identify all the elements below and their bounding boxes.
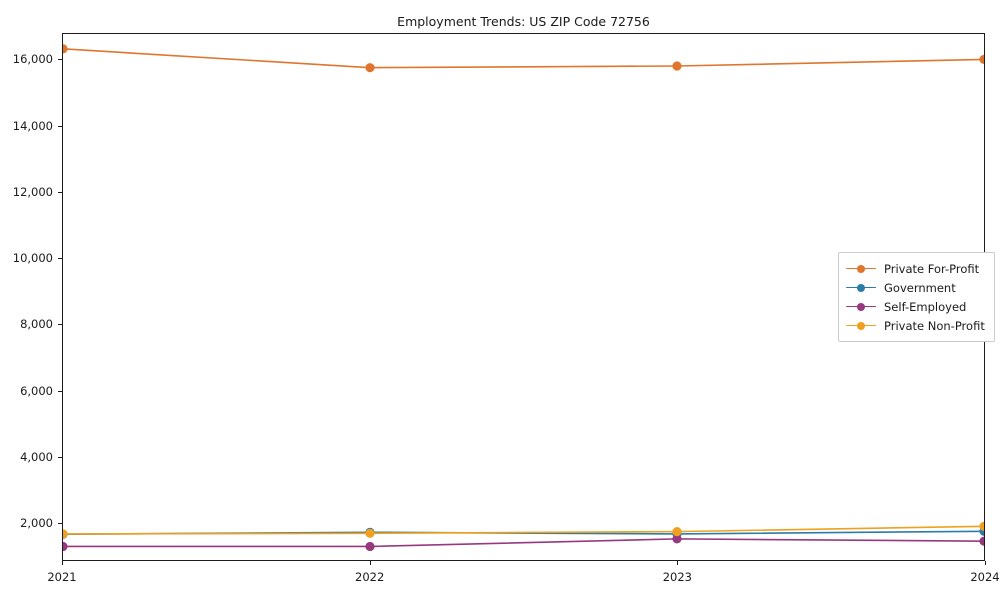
legend-item[interactable]: Private Non-Profit: [846, 316, 985, 335]
x-axis-tick-mark: [985, 561, 986, 565]
legend-swatch-icon: [846, 282, 876, 294]
data-point-marker: [672, 534, 682, 544]
y-axis-tick-mark: [58, 59, 62, 61]
data-point-marker: [672, 527, 682, 537]
legend-swatch-icon: [846, 263, 876, 275]
chart-title: Employment Trends: US ZIP Code 72756: [397, 14, 650, 29]
chart-legend: Private For-Profit Government Self-Employe…: [838, 252, 995, 342]
y-axis-tick-mark: [58, 523, 62, 525]
series-line: [63, 48, 984, 69]
data-point-marker: [979, 54, 984, 64]
y-axis-tick-mark: [58, 456, 62, 458]
legend-item-label: Government: [884, 280, 956, 295]
x-axis-tick-label: 2021: [47, 570, 77, 584]
data-point-marker: [979, 536, 984, 546]
x-axis-tick-label: 2024: [970, 570, 1000, 584]
y-axis-tick-mark: [58, 390, 62, 392]
plot-svg: [63, 44, 984, 552]
y-axis-tick-mark: [58, 258, 62, 260]
series-line: [63, 538, 984, 548]
legend-item[interactable]: Self-Employed: [846, 297, 985, 316]
y-axis-tick-label: 14,000: [12, 118, 53, 133]
legend-swatch-icon: [846, 320, 876, 332]
y-axis-tick-mark: [58, 125, 62, 127]
y-axis-tick-mark: [58, 191, 62, 193]
y-axis-tick-label: 6,000: [20, 383, 53, 398]
x-axis-tick-label: 2023: [662, 570, 692, 584]
x-axis-tick-mark: [677, 561, 679, 565]
series-line: [63, 525, 984, 535]
data-point-marker: [672, 61, 682, 71]
data-point-marker: [63, 541, 68, 552]
series-self-employed: [63, 534, 984, 552]
y-axis-tick-label: 16,000: [12, 52, 53, 67]
legend-item-label: Private Non-Profit: [884, 318, 985, 333]
data-point-marker: [63, 44, 68, 54]
y-axis-tick-label: 8,000: [20, 317, 53, 332]
y-axis-tick-labels: 2,000 4,000 6,000 8,000 10,000 12,000 14,000 16…: [0, 0, 53, 600]
y-axis-tick-mark: [58, 324, 62, 326]
legend-item[interactable]: Private For-Profit: [846, 259, 985, 278]
y-axis-tick-label: 2,000: [20, 516, 53, 531]
data-point-marker: [365, 541, 375, 552]
data-point-marker: [979, 521, 984, 531]
legend-item-label: Private For-Profit: [884, 261, 980, 276]
series-private-for-profit: [63, 44, 984, 73]
data-point-marker: [365, 528, 375, 538]
data-point-marker: [63, 529, 68, 539]
x-axis-tick-mark: [62, 561, 63, 565]
x-axis-tick-label: 2022: [355, 570, 385, 584]
y-axis-tick-label: 10,000: [12, 251, 53, 266]
y-axis-tick-label: 4,000: [20, 449, 53, 464]
y-axis-tick-label: 12,000: [12, 184, 53, 199]
data-point-marker: [365, 63, 375, 73]
series-private-non-profit: [63, 521, 984, 539]
legend-item-label: Self-Employed: [884, 299, 967, 314]
legend-swatch-icon: [846, 301, 876, 313]
legend-item[interactable]: Government: [846, 278, 985, 297]
x-axis-tick-mark: [369, 561, 371, 565]
